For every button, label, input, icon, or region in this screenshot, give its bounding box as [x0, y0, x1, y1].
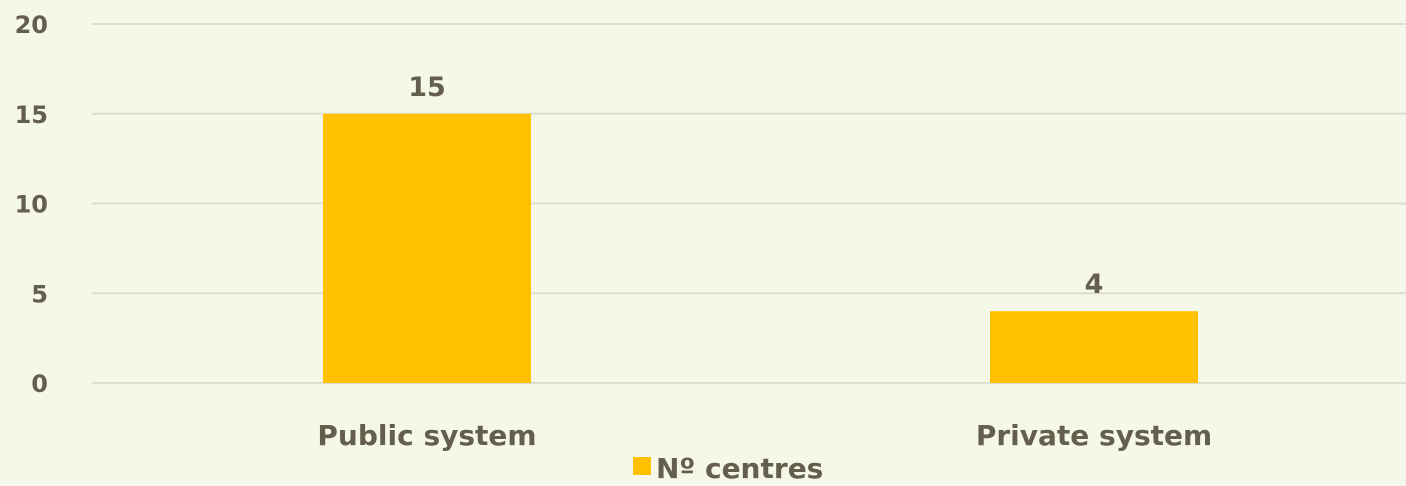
bar-private-system — [990, 311, 1198, 383]
legend-swatch — [633, 457, 651, 475]
y-tick-label: 20 — [15, 11, 48, 39]
y-tick-label: 5 — [31, 280, 48, 308]
legend-label: Nº centres — [656, 452, 823, 485]
legend: Nº centres — [633, 452, 823, 485]
data-label: 4 — [1085, 269, 1104, 300]
gridlines — [92, 23, 1406, 384]
y-tick-label: 0 — [31, 370, 48, 398]
y-tick-label: 10 — [15, 191, 48, 219]
data-labels: 15 4 — [408, 72, 1103, 300]
y-tick-label: 15 — [15, 101, 48, 129]
y-axis-ticks: 0 5 10 15 20 — [15, 11, 48, 398]
category-label: Public system — [317, 419, 536, 452]
bars — [323, 113, 1198, 383]
category-labels: Public system Private system — [317, 419, 1212, 452]
data-label: 15 — [408, 72, 446, 103]
bar-public-system — [323, 113, 531, 383]
category-label: Private system — [976, 419, 1212, 452]
